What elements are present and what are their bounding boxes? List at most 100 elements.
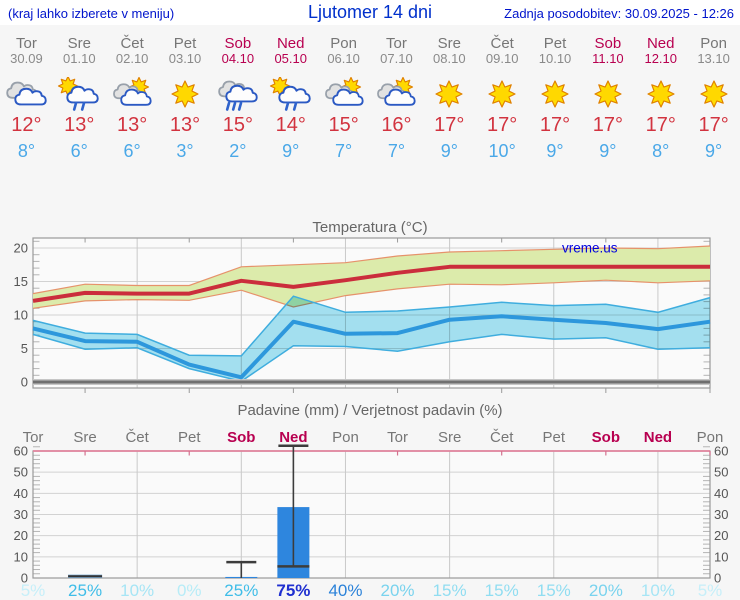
- precipitation-chart-title: Padavine (mm) / Verjetnost padavin (%): [237, 402, 503, 419]
- max-temperature-value: 14°: [275, 114, 306, 136]
- location-menu-note: (kraj lahko izberete v meniju): [8, 6, 175, 21]
- sunny-icon: [159, 77, 212, 111]
- precip-day-labels: Tor Sre Čet Pet Sob Ned Pon Tor Sre Čet Pet Sob Ned P…: [23, 429, 724, 446]
- y-axis-label: 15: [14, 274, 28, 289]
- min-temperature-value: 6°: [123, 141, 141, 161]
- precip-y-axis-labels: 0 0 10 10 20 20 30 30 40 40 50 50 60 60: [14, 444, 729, 586]
- min-temp-line: [32, 314, 711, 380]
- y-axis-label: 10: [714, 549, 728, 564]
- forecast-day-column: Sob 04.10 15° 2°: [211, 26, 264, 161]
- day-name-label: Čet: [490, 35, 514, 52]
- y-axis-label: 50: [714, 465, 728, 480]
- y-axis-label: 30: [714, 507, 728, 522]
- forecast-day-column: Pet 03.10 13° 3°: [159, 26, 212, 161]
- sun-cloud-icon: [106, 76, 159, 111]
- day-date-label: 13.10: [697, 51, 730, 66]
- temp-y-axis-labels: 0 5 10 15 20: [14, 241, 28, 390]
- precip-probability-labels: 5% 25% 10% 0% 25% 75% 40% 20% 15% 15% 15% 20% 10% 5%: [21, 581, 723, 600]
- max-temperature-value: 17°: [698, 114, 729, 136]
- max-temperature-value: 17°: [539, 114, 571, 136]
- forecast-day-column: Sre 08.10 17° 9°: [423, 26, 476, 161]
- forecast-day-column: Ned 12.10 17° 8°: [634, 26, 687, 161]
- precipitation-probability-label: 15%: [485, 581, 519, 600]
- precipitation-probability-label: 5%: [698, 581, 723, 600]
- precip-day-label: Tor: [23, 429, 44, 446]
- precip-day-label: Ned: [279, 429, 307, 446]
- y-axis-label: 10: [14, 308, 28, 323]
- day-date-label: 11.10: [592, 51, 624, 66]
- precipitation-probability-label: 25%: [68, 581, 102, 600]
- precip-day-label: Sre: [73, 429, 96, 446]
- day-name-label: Ned: [646, 35, 675, 52]
- precip-day-label: Sob: [227, 429, 255, 446]
- min-temperature-value: 9°: [599, 141, 617, 161]
- vreme-us-watermark[interactable]: vreme.us: [562, 241, 618, 256]
- max-temperature-value: 17°: [487, 114, 518, 136]
- precipitation-probability-label: 75%: [276, 581, 310, 600]
- day-date-label: 09.10: [485, 51, 519, 66]
- y-axis-label: 0: [714, 571, 721, 586]
- precipitation-probability-label: 15%: [537, 581, 571, 600]
- max-temperature-value: 12°: [11, 114, 42, 136]
- forecast-day-column: Ned 05.10 14° 9°: [264, 26, 317, 161]
- max-temperature-value: 13°: [64, 114, 95, 136]
- sunny-icon: [581, 77, 634, 111]
- min-temperature-value: 2°: [229, 141, 247, 161]
- precipitation-probability-label: 0%: [177, 581, 202, 600]
- day-date-label: 02.10: [115, 51, 149, 66]
- cloud-rain-icon: [211, 77, 264, 111]
- y-axis-label: 50: [14, 465, 28, 480]
- y-axis-label: 60: [714, 444, 728, 459]
- day-date-label: 08.10: [433, 51, 466, 66]
- last-update-timestamp: Zadnja posodobitev: 30.09.2025 - 12:26: [504, 6, 734, 21]
- max-temperature-value: 13°: [169, 114, 201, 136]
- day-name-label: Sob: [224, 35, 252, 52]
- precipitation-probability-label: 15%: [433, 581, 467, 600]
- max-temperature-value: 17°: [645, 114, 676, 136]
- precip-day-label: Čet: [125, 429, 149, 446]
- max-temperature-value: 15°: [222, 114, 253, 136]
- y-axis-label: 40: [714, 486, 728, 501]
- temperature-chart: 0 5 10 15 20 vreme.us: [14, 237, 711, 393]
- day-date-label: 04.10: [221, 51, 255, 66]
- day-name-label: Sre: [437, 35, 461, 52]
- precipitation-probability-label: 10%: [641, 581, 675, 600]
- y-axis-label: 20: [14, 241, 28, 256]
- day-date-label: 10.10: [538, 51, 572, 66]
- max-temperature-value: 17°: [434, 114, 465, 136]
- day-name-label: Tor: [386, 35, 407, 52]
- precipitation-probability-label: 20%: [589, 581, 623, 600]
- precip-day-label: Čet: [490, 429, 514, 446]
- day-name-label: Ned: [276, 35, 305, 52]
- day-date-label: 01.10: [63, 51, 96, 66]
- forecast-day-column: Pon 13.10 17° 9°: [687, 26, 740, 161]
- max-temperature-value: 15°: [328, 114, 359, 136]
- precipitation-chart: Tor Sre Čet Pet Sob Ned Pon Tor Sre Čet Pet Sob Ned P…: [14, 429, 729, 600]
- precip-day-label: Pon: [332, 429, 359, 446]
- day-name-label: Pon: [330, 35, 357, 52]
- min-temperature-value: 8°: [17, 141, 36, 161]
- day-name-label: Sre: [67, 35, 91, 52]
- forecast-day-column: Čet 02.10 13° 6°: [106, 26, 159, 161]
- max-temperature-value: 17°: [592, 114, 623, 136]
- min-temperature-value: 8°: [652, 141, 670, 161]
- sunny-icon: [634, 77, 687, 111]
- y-axis-label: 0: [21, 375, 28, 390]
- min-temperature-value: 6°: [70, 141, 88, 161]
- y-axis-label: 5: [21, 341, 28, 356]
- max-temperature-value: 13°: [117, 114, 148, 136]
- y-axis-label: 10: [14, 549, 28, 564]
- min-temperature-value: 9°: [282, 141, 300, 161]
- min-temperature-value: 10°: [488, 141, 516, 161]
- min-temperature-value: 9°: [546, 141, 564, 161]
- min-temperature-value: 3°: [176, 141, 194, 161]
- day-date-label: 05.10: [274, 51, 307, 66]
- y-axis-label: 20: [714, 528, 728, 543]
- sun-cloud-rain-icon: [264, 75, 317, 111]
- day-date-label: 03.10: [168, 51, 202, 66]
- sun-cloud-icon: [317, 76, 370, 111]
- day-date-label: 07.10: [380, 51, 413, 66]
- day-date-label: 30.09: [10, 51, 43, 66]
- precip-day-label: Pet: [543, 429, 566, 446]
- day-date-label: 06.10: [327, 51, 360, 66]
